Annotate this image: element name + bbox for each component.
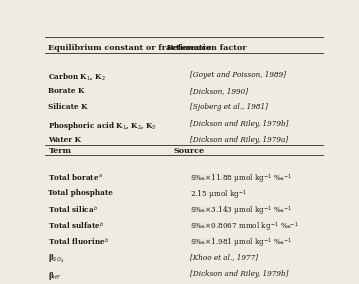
Text: 2.15 μmol kg$^{-1}$: 2.15 μmol kg$^{-1}$ [190,189,247,202]
Text: Total borate$^a$: Total borate$^a$ [48,172,103,182]
Text: Term: Term [48,147,71,155]
Text: [Dickson and Riley, 1979b]: [Dickson and Riley, 1979b] [190,120,288,128]
Text: Total sulfate$^b$: Total sulfate$^b$ [48,221,105,232]
Text: Carbon K$_1$, K$_2$: Carbon K$_1$, K$_2$ [48,71,106,82]
Text: Total phosphate: Total phosphate [48,189,113,197]
Text: [Goyet and Poisson, 1989]: [Goyet and Poisson, 1989] [190,71,286,79]
Text: [Dickson and Riley, 1979a]: [Dickson and Riley, 1979a] [190,136,288,144]
Text: Water K: Water K [48,136,81,144]
Text: Total fluorine$^b$: Total fluorine$^b$ [48,237,109,248]
Text: [Sjoberg et al., 1981]: [Sjoberg et al., 1981] [190,103,267,111]
Text: β$_{SO_4}$: β$_{SO_4}$ [48,253,65,265]
Text: β$_{HF}$: β$_{HF}$ [48,270,62,281]
Text: S‰×1.981 μmol kg$^{-1}$ ‰$^{-1}$: S‰×1.981 μmol kg$^{-1}$ ‰$^{-1}$ [190,237,292,250]
Text: Source: Source [174,147,205,155]
Text: Phosphoric acid K$_1$, K$_2$, K$_3$: Phosphoric acid K$_1$, K$_2$, K$_3$ [48,120,157,131]
Text: Reference: Reference [167,44,212,52]
Text: S‰×0.8067 mmol kg$^{-1}$ ‰$^{-1}$: S‰×0.8067 mmol kg$^{-1}$ ‰$^{-1}$ [190,221,298,234]
Text: Total silica$^b$: Total silica$^b$ [48,205,98,216]
Text: [Khoo et al., 1977]: [Khoo et al., 1977] [190,253,258,261]
Text: Equilibrium constant or fractionation factor: Equilibrium constant or fractionation fa… [48,44,247,52]
Text: S‰×11.88 μmol kg$^{-1}$ ‰$^{-1}$: S‰×11.88 μmol kg$^{-1}$ ‰$^{-1}$ [190,172,292,186]
Text: Silicate K: Silicate K [48,103,88,111]
Text: S‰×3.143 μmol kg$^{-1}$ ‰$^{-1}$: S‰×3.143 μmol kg$^{-1}$ ‰$^{-1}$ [190,205,292,218]
Text: Borate K: Borate K [48,87,85,95]
Text: [Dickson and Riley, 1979b]: [Dickson and Riley, 1979b] [190,270,288,277]
Text: [Dickson, 1990]: [Dickson, 1990] [190,87,248,95]
